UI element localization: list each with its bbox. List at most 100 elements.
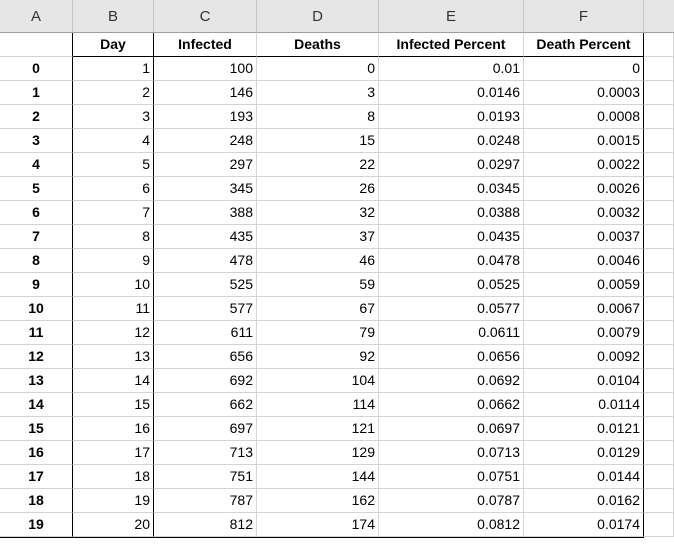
row-index-cell[interactable]: 3 bbox=[0, 129, 73, 153]
day-cell[interactable]: 6 bbox=[73, 177, 154, 201]
column-header-g[interactable] bbox=[644, 0, 674, 33]
deaths-cell[interactable]: 114 bbox=[257, 393, 379, 417]
header-cell-a[interactable] bbox=[0, 33, 73, 57]
deaths-cell[interactable]: 8 bbox=[257, 105, 379, 129]
row-index-cell[interactable]: 8 bbox=[0, 249, 73, 273]
day-cell[interactable]: 16 bbox=[73, 417, 154, 441]
infected-cell[interactable]: 692 bbox=[154, 369, 257, 393]
death-percent-cell[interactable]: 0.0008 bbox=[524, 105, 644, 129]
day-cell[interactable]: 8 bbox=[73, 225, 154, 249]
infected-percent-cell[interactable]: 0.0812 bbox=[379, 513, 524, 537]
empty-cell[interactable] bbox=[644, 513, 674, 537]
deaths-cell[interactable]: 26 bbox=[257, 177, 379, 201]
empty-cell[interactable] bbox=[644, 57, 674, 81]
deaths-cell[interactable]: 104 bbox=[257, 369, 379, 393]
empty-cell[interactable] bbox=[644, 393, 674, 417]
day-cell[interactable]: 7 bbox=[73, 201, 154, 225]
day-cell[interactable]: 1 bbox=[73, 57, 154, 81]
deaths-cell[interactable]: 92 bbox=[257, 345, 379, 369]
infected-cell[interactable]: 577 bbox=[154, 297, 257, 321]
empty-cell[interactable] bbox=[644, 417, 674, 441]
empty-cell[interactable] bbox=[644, 153, 674, 177]
deaths-cell[interactable]: 121 bbox=[257, 417, 379, 441]
deaths-cell[interactable]: 46 bbox=[257, 249, 379, 273]
infected-cell[interactable]: 388 bbox=[154, 201, 257, 225]
empty-cell[interactable] bbox=[644, 33, 674, 57]
death-percent-cell[interactable]: 0.0121 bbox=[524, 417, 644, 441]
infected-percent-cell[interactable]: 0.0751 bbox=[379, 465, 524, 489]
day-cell[interactable]: 9 bbox=[73, 249, 154, 273]
column-header-c[interactable]: C bbox=[154, 0, 257, 33]
row-index-cell[interactable]: 6 bbox=[0, 201, 73, 225]
deaths-cell[interactable]: 37 bbox=[257, 225, 379, 249]
death-percent-cell[interactable]: 0.0092 bbox=[524, 345, 644, 369]
infected-cell[interactable]: 656 bbox=[154, 345, 257, 369]
empty-cell[interactable] bbox=[644, 273, 674, 297]
infected-cell[interactable]: 611 bbox=[154, 321, 257, 345]
empty-cell[interactable] bbox=[644, 345, 674, 369]
infected-cell[interactable]: 662 bbox=[154, 393, 257, 417]
row-index-cell[interactable]: 18 bbox=[0, 489, 73, 513]
empty-cell[interactable] bbox=[644, 465, 674, 489]
day-cell[interactable]: 11 bbox=[73, 297, 154, 321]
empty-cell[interactable] bbox=[644, 81, 674, 105]
infected-percent-cell[interactable]: 0.0435 bbox=[379, 225, 524, 249]
empty-cell[interactable] bbox=[644, 129, 674, 153]
deaths-cell[interactable]: 15 bbox=[257, 129, 379, 153]
empty-cell[interactable] bbox=[644, 177, 674, 201]
column-header-f[interactable]: F bbox=[524, 0, 644, 33]
infected-cell[interactable]: 146 bbox=[154, 81, 257, 105]
infected-cell[interactable]: 525 bbox=[154, 273, 257, 297]
deaths-cell[interactable]: 129 bbox=[257, 441, 379, 465]
day-cell[interactable]: 12 bbox=[73, 321, 154, 345]
day-cell[interactable]: 17 bbox=[73, 441, 154, 465]
death-percent-cell[interactable]: 0.0174 bbox=[524, 513, 644, 537]
empty-cell[interactable] bbox=[644, 249, 674, 273]
deaths-cell[interactable]: 144 bbox=[257, 465, 379, 489]
deaths-cell[interactable]: 32 bbox=[257, 201, 379, 225]
infected-cell[interactable]: 478 bbox=[154, 249, 257, 273]
death-percent-cell[interactable]: 0.0067 bbox=[524, 297, 644, 321]
empty-cell[interactable] bbox=[644, 369, 674, 393]
deaths-cell[interactable]: 174 bbox=[257, 513, 379, 537]
deaths-cell[interactable]: 67 bbox=[257, 297, 379, 321]
header-cell-day[interactable]: Day bbox=[73, 33, 154, 57]
infected-percent-cell[interactable]: 0.0611 bbox=[379, 321, 524, 345]
day-cell[interactable]: 13 bbox=[73, 345, 154, 369]
header-cell-death-percent[interactable]: Death Percent bbox=[524, 33, 644, 57]
death-percent-cell[interactable]: 0.0104 bbox=[524, 369, 644, 393]
day-cell[interactable]: 14 bbox=[73, 369, 154, 393]
infected-percent-cell[interactable]: 0.0525 bbox=[379, 273, 524, 297]
column-header-d[interactable]: D bbox=[257, 0, 379, 33]
infected-percent-cell[interactable]: 0.0297 bbox=[379, 153, 524, 177]
deaths-cell[interactable]: 162 bbox=[257, 489, 379, 513]
deaths-cell[interactable]: 3 bbox=[257, 81, 379, 105]
death-percent-cell[interactable]: 0.0114 bbox=[524, 393, 644, 417]
death-percent-cell[interactable]: 0.0079 bbox=[524, 321, 644, 345]
infected-cell[interactable]: 787 bbox=[154, 489, 257, 513]
infected-percent-cell[interactable]: 0.0787 bbox=[379, 489, 524, 513]
day-cell[interactable]: 20 bbox=[73, 513, 154, 537]
day-cell[interactable]: 19 bbox=[73, 489, 154, 513]
row-index-cell[interactable]: 7 bbox=[0, 225, 73, 249]
infected-cell[interactable]: 812 bbox=[154, 513, 257, 537]
infected-cell[interactable]: 713 bbox=[154, 441, 257, 465]
infected-percent-cell[interactable]: 0.0577 bbox=[379, 297, 524, 321]
death-percent-cell[interactable]: 0.0046 bbox=[524, 249, 644, 273]
row-index-cell[interactable]: 9 bbox=[0, 273, 73, 297]
empty-cell[interactable] bbox=[644, 489, 674, 513]
deaths-cell[interactable]: 22 bbox=[257, 153, 379, 177]
infected-percent-cell[interactable]: 0.0692 bbox=[379, 369, 524, 393]
header-cell-deaths[interactable]: Deaths bbox=[257, 33, 379, 57]
day-cell[interactable]: 5 bbox=[73, 153, 154, 177]
death-percent-cell[interactable]: 0.0037 bbox=[524, 225, 644, 249]
row-index-cell[interactable]: 11 bbox=[0, 321, 73, 345]
infected-cell[interactable]: 345 bbox=[154, 177, 257, 201]
death-percent-cell[interactable]: 0.0015 bbox=[524, 129, 644, 153]
empty-cell[interactable] bbox=[644, 201, 674, 225]
death-percent-cell[interactable]: 0.0032 bbox=[524, 201, 644, 225]
column-header-b[interactable]: B bbox=[73, 0, 154, 33]
day-cell[interactable]: 2 bbox=[73, 81, 154, 105]
infected-percent-cell[interactable]: 0.0388 bbox=[379, 201, 524, 225]
infected-percent-cell[interactable]: 0.0478 bbox=[379, 249, 524, 273]
